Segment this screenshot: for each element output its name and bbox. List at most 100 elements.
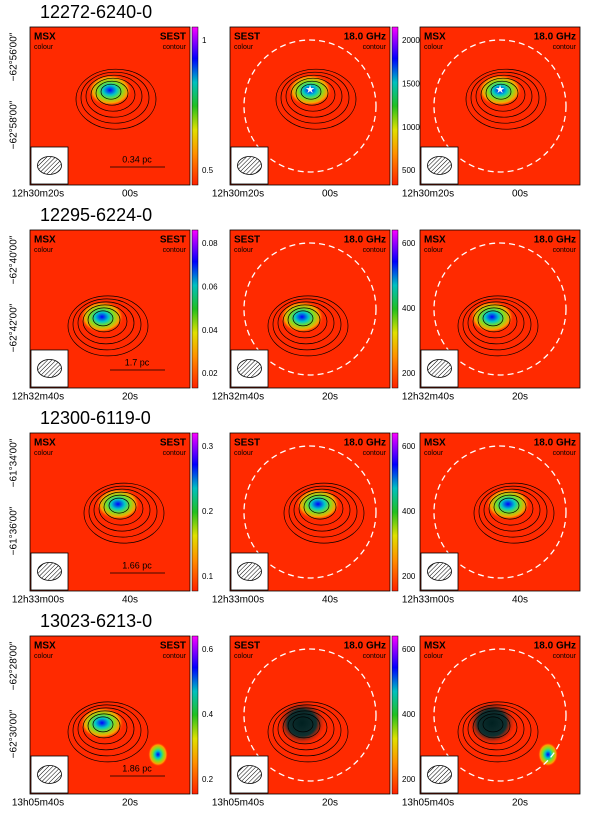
dec-label: −61°36′00″: [9, 506, 20, 555]
contour: [295, 80, 329, 106]
emission: [148, 742, 168, 767]
panel-sublabel: contour: [553, 44, 577, 51]
contour: [308, 497, 330, 514]
contour: [100, 83, 122, 100]
contour: [482, 310, 504, 327]
ra-label: 13h05m40s: [402, 798, 454, 809]
panel-sublabel: contour: [363, 450, 387, 457]
colorbar: [391, 26, 399, 186]
colorbar: [191, 635, 199, 795]
ra-label: 00s: [122, 189, 138, 200]
panel-label: 18.0 GHz: [344, 641, 386, 652]
row-title: 12295-6224-0: [40, 205, 152, 225]
contour: [462, 298, 532, 351]
panel-sublabel: colour: [424, 247, 444, 254]
beam: [237, 562, 262, 581]
panel-label: 18.0 GHz: [534, 438, 576, 449]
contour: [80, 71, 150, 124]
primary-beam: [433, 242, 567, 376]
contour: [298, 491, 344, 526]
primary-beam: [433, 39, 567, 173]
contour: [485, 80, 519, 106]
panel-sublabel: colour: [424, 653, 444, 660]
ra-label: 20s: [322, 798, 338, 809]
contour: [482, 716, 504, 733]
contour: [498, 497, 520, 514]
contour: [277, 707, 335, 751]
ra-label: 12h32m40s: [402, 392, 454, 403]
panel-sublabel: contour: [163, 450, 187, 457]
contour: [103, 494, 137, 520]
colorbar: [191, 432, 199, 592]
primary-beam: [243, 242, 377, 376]
ra-label: 20s: [512, 392, 528, 403]
panel-sublabel: contour: [163, 44, 187, 51]
contour: [67, 701, 149, 763]
colorbar-tick-label: 2000: [402, 36, 420, 45]
contour: [87, 713, 121, 739]
ra-label: 20s: [122, 798, 138, 809]
contour: [477, 307, 511, 333]
beam: [237, 359, 262, 378]
panel-sublabel: colour: [34, 653, 54, 660]
emission: [538, 742, 558, 767]
ra-label: 12h33m00s: [402, 595, 454, 606]
colorbar-tick-label: 600: [402, 442, 416, 451]
contour: [488, 491, 534, 526]
panel-sublabel: contour: [553, 450, 577, 457]
colorbar-tick-label: 0.2: [202, 775, 214, 784]
dec-label: −62°56′00″: [9, 32, 20, 81]
beam: [37, 359, 62, 378]
emission: [96, 488, 140, 521]
contour: [300, 83, 322, 100]
colorbar: [391, 432, 399, 592]
contour: [280, 71, 350, 124]
panel-label: 18.0 GHz: [534, 235, 576, 246]
panel-sublabel: colour: [424, 450, 444, 457]
panel-label: SEST: [160, 235, 186, 246]
ra-label: 13h05m40s: [212, 798, 264, 809]
contour: [277, 301, 335, 345]
panel-sublabel: colour: [234, 247, 254, 254]
contour: [473, 482, 555, 544]
colorbar: [191, 26, 199, 186]
contour: [470, 71, 540, 124]
contour: [282, 710, 328, 745]
colorbar-tick-label: 400: [402, 304, 416, 313]
colorbar-tick-label: 500: [402, 166, 416, 175]
colorbar-tick-label: 0.2: [202, 507, 214, 516]
dec-label: −62°42′00″: [9, 303, 20, 352]
panel-label: 18.0 GHz: [534, 641, 576, 652]
emission: [486, 488, 530, 521]
colorbar-tick-label: 600: [402, 645, 416, 654]
panel-label: SEST: [234, 235, 260, 246]
contour: [72, 298, 142, 351]
contour: [467, 301, 525, 345]
panel-label: MSX: [34, 32, 56, 43]
ra-label: 12h30m20s: [12, 189, 64, 200]
ra-label: 00s: [512, 189, 528, 200]
row-title: 12300-6119-0: [40, 408, 151, 428]
beam: [427, 765, 452, 784]
scale-label: 1.7 pc: [125, 357, 150, 367]
colorbar-tick-label: 200: [402, 369, 416, 378]
panel-label: MSX: [34, 641, 56, 652]
contour: [272, 298, 342, 351]
dec-label: −62°30′00″: [9, 709, 20, 758]
contour: [87, 307, 121, 333]
panel-label: MSX: [424, 32, 446, 43]
contour: [92, 716, 114, 733]
panel-sublabel: colour: [234, 450, 254, 457]
beam: [237, 156, 262, 175]
contour: [472, 710, 518, 745]
colorbar-tick-label: 1000: [402, 123, 420, 132]
panel-sublabel: contour: [363, 44, 387, 51]
panel-sublabel: contour: [163, 247, 187, 254]
beam: [37, 765, 62, 784]
